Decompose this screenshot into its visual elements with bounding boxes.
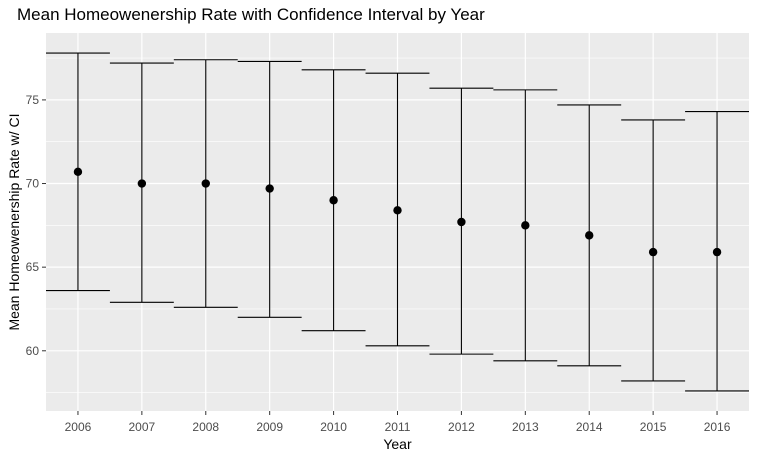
x-tick-label: 2011: [385, 420, 411, 434]
x-tick-label: 2010: [320, 420, 347, 434]
mean-point: [73, 167, 83, 177]
x-axis-title: Year: [383, 436, 412, 452]
mean-point: [137, 179, 147, 188]
errorbar-2013: [493, 89, 558, 362]
mean-point: [457, 217, 466, 227]
x-tick-label: 2016: [704, 420, 731, 434]
mean-point: [201, 179, 210, 188]
x-tick-label: 2015: [640, 420, 667, 434]
errorbar-2007: [109, 62, 174, 303]
mean-point: [265, 184, 274, 193]
y-axis: 60 65 70 75: [26, 93, 46, 358]
x-tick-label: 2009: [256, 420, 283, 434]
mean-point: [648, 247, 658, 257]
y-tick-label: 65: [26, 260, 40, 274]
x-tick-label: 2007: [129, 420, 156, 434]
errorbar-2016: [685, 111, 749, 392]
y-axis-title: Mean Homeowenership Rate w/ CI: [6, 113, 22, 330]
x-tick-label: 2013: [512, 420, 539, 434]
mean-point: [329, 196, 338, 205]
y-tick-label: 75: [26, 93, 40, 107]
y-tick-label: 70: [26, 177, 40, 191]
data-marks: [46, 52, 749, 392]
x-tick-label: 2014: [576, 420, 603, 434]
errorbar-2006: [46, 52, 110, 292]
errorbar-2009: [237, 60, 302, 318]
x-tick-label: 2008: [192, 420, 219, 434]
errorbar-2012: [429, 87, 494, 355]
errorbar-2010: [301, 69, 366, 332]
x-tick-label: 2012: [448, 420, 475, 434]
chart-title: Mean Homeowenership Rate with Confidence…: [17, 5, 485, 24]
mean-point: [712, 247, 722, 257]
y-tick-label: 60: [26, 344, 40, 358]
mean-point: [521, 221, 530, 230]
errorbar-2011: [365, 72, 430, 347]
x-tick-label: 2006: [65, 420, 92, 434]
errorbar-2015: [621, 119, 686, 382]
mean-point: [585, 231, 594, 240]
errorbar-2014: [557, 104, 622, 367]
x-axis: 2006 2007 2008 2009 2010 2011 2012 2013 2014 2015…: [65, 411, 731, 434]
errorbar-2008: [173, 59, 238, 308]
mean-point: [393, 206, 402, 215]
